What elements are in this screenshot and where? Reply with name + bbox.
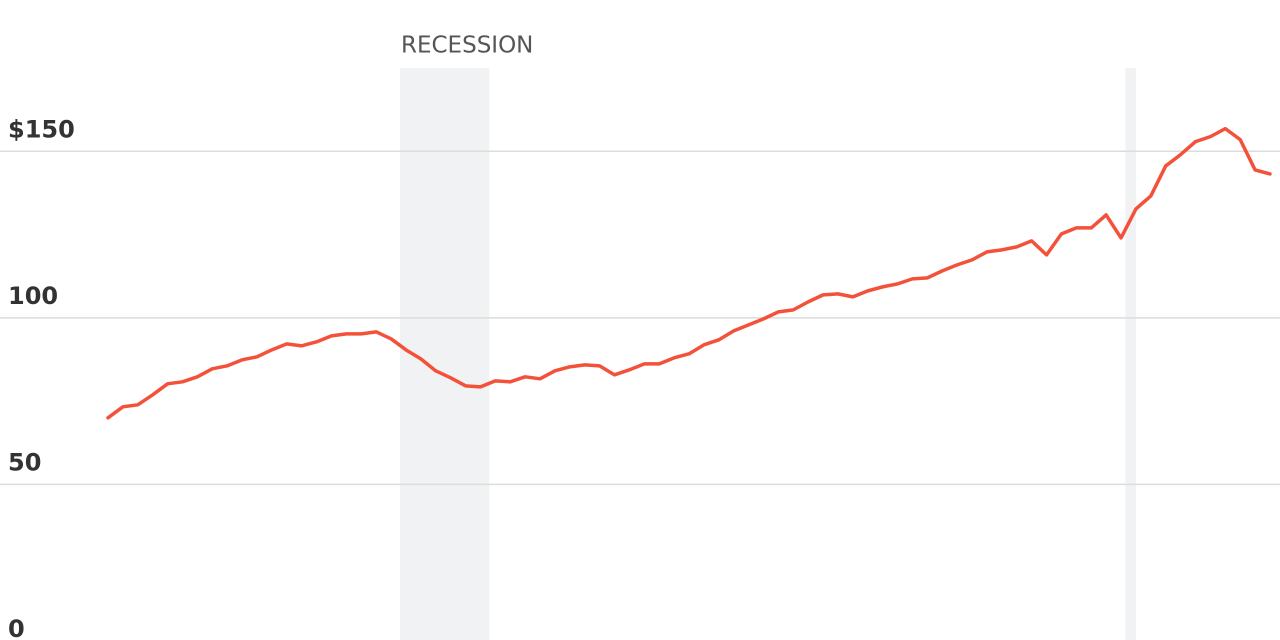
y-tick-label: 0 bbox=[8, 615, 25, 640]
shaded-range bbox=[1125, 68, 1136, 640]
shaded-range-label: RECESSION bbox=[401, 33, 533, 59]
data-line bbox=[106, 126, 1272, 420]
y-tick-label: 100 bbox=[8, 282, 58, 310]
y-tick-label: 50 bbox=[8, 448, 41, 476]
y-tick-label: $150 bbox=[8, 115, 75, 143]
